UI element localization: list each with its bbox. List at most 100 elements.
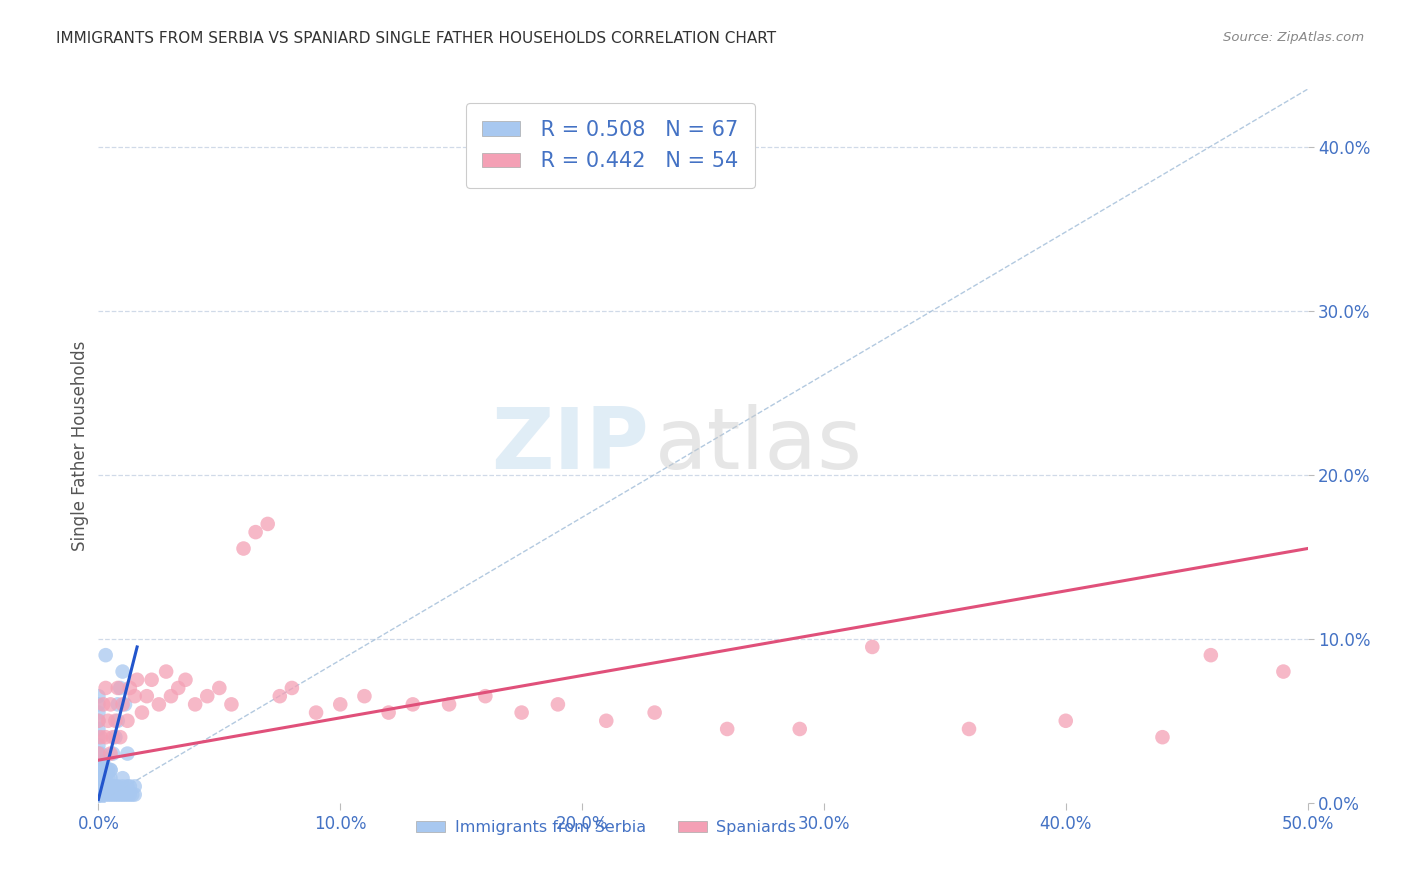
Point [91,763,114,777]
Point [256,516,278,531]
Point [107,698,129,712]
Point [90,747,112,761]
Point [547,698,569,712]
Point [111,780,134,794]
Point [101,730,124,744]
Point [91,788,114,802]
Point [118,788,141,802]
Point [108,681,131,695]
Point [329,698,352,712]
Point [118,780,141,794]
Point [97,788,120,802]
Point [91,780,114,794]
Point [117,780,139,794]
Point [87,770,110,784]
Point [87,755,110,769]
Point [107,681,129,695]
Point [221,698,243,712]
Point [111,698,134,712]
Point [101,788,124,802]
Point [117,788,139,802]
Point [91,755,114,769]
Point [1272,665,1295,679]
Point [114,698,136,712]
Point [716,722,738,736]
Point [100,771,122,785]
Point [87,714,110,728]
Point [94,681,117,695]
Y-axis label: Single Father Households: Single Father Households [70,341,89,551]
Point [87,796,110,810]
Point [90,780,112,794]
Point [87,730,110,744]
Point [111,771,134,785]
Point [87,747,110,761]
Point [87,689,110,703]
Point [1199,648,1222,662]
Point [87,722,110,736]
Point [104,780,127,794]
Point [789,722,811,736]
Point [118,681,141,695]
Point [107,788,129,802]
Point [94,788,117,802]
Point [91,698,114,712]
Point [114,788,136,802]
Legend: Immigrants from Serbia, Spaniards: Immigrants from Serbia, Spaniards [411,814,803,841]
Point [100,780,122,794]
Text: ZIP: ZIP [491,404,648,488]
Point [90,771,112,785]
Text: IMMIGRANTS FROM SERBIA VS SPANIARD SINGLE FATHER HOUSEHOLDS CORRELATION CHART: IMMIGRANTS FROM SERBIA VS SPANIARD SINGL… [56,31,776,46]
Point [94,648,117,662]
Point [87,782,110,797]
Point [87,788,110,802]
Point [104,788,127,802]
Point [437,698,460,712]
Point [957,722,980,736]
Point [97,780,120,794]
Text: Source: ZipAtlas.com: Source: ZipAtlas.com [1223,31,1364,45]
Point [101,780,124,794]
Point [269,689,291,703]
Point [124,788,146,802]
Point [127,673,149,687]
Point [94,771,117,785]
Point [155,665,177,679]
Point [97,780,120,794]
Point [117,714,139,728]
Point [87,698,110,712]
Point [1152,730,1174,744]
Point [131,706,153,720]
Point [167,681,190,695]
Point [402,698,425,712]
Point [94,763,117,777]
Point [232,541,254,556]
Point [208,681,231,695]
Point [90,730,112,744]
Point [174,673,197,687]
Point [97,771,120,785]
Point [245,525,267,540]
Point [87,714,110,728]
Point [87,739,110,753]
Point [111,788,134,802]
Point [108,788,131,802]
Point [353,689,375,703]
Point [97,714,120,728]
Point [377,706,399,720]
Point [100,763,122,777]
Point [124,780,146,794]
Point [141,673,163,687]
Point [107,714,129,728]
Point [124,689,146,703]
Point [87,774,110,789]
Point [111,665,134,679]
Point [94,780,117,794]
Point [1054,714,1077,728]
Text: atlas: atlas [655,404,863,488]
Point [644,706,666,720]
Point [90,755,112,769]
Point [94,730,117,744]
Point [474,689,496,703]
Point [281,681,304,695]
